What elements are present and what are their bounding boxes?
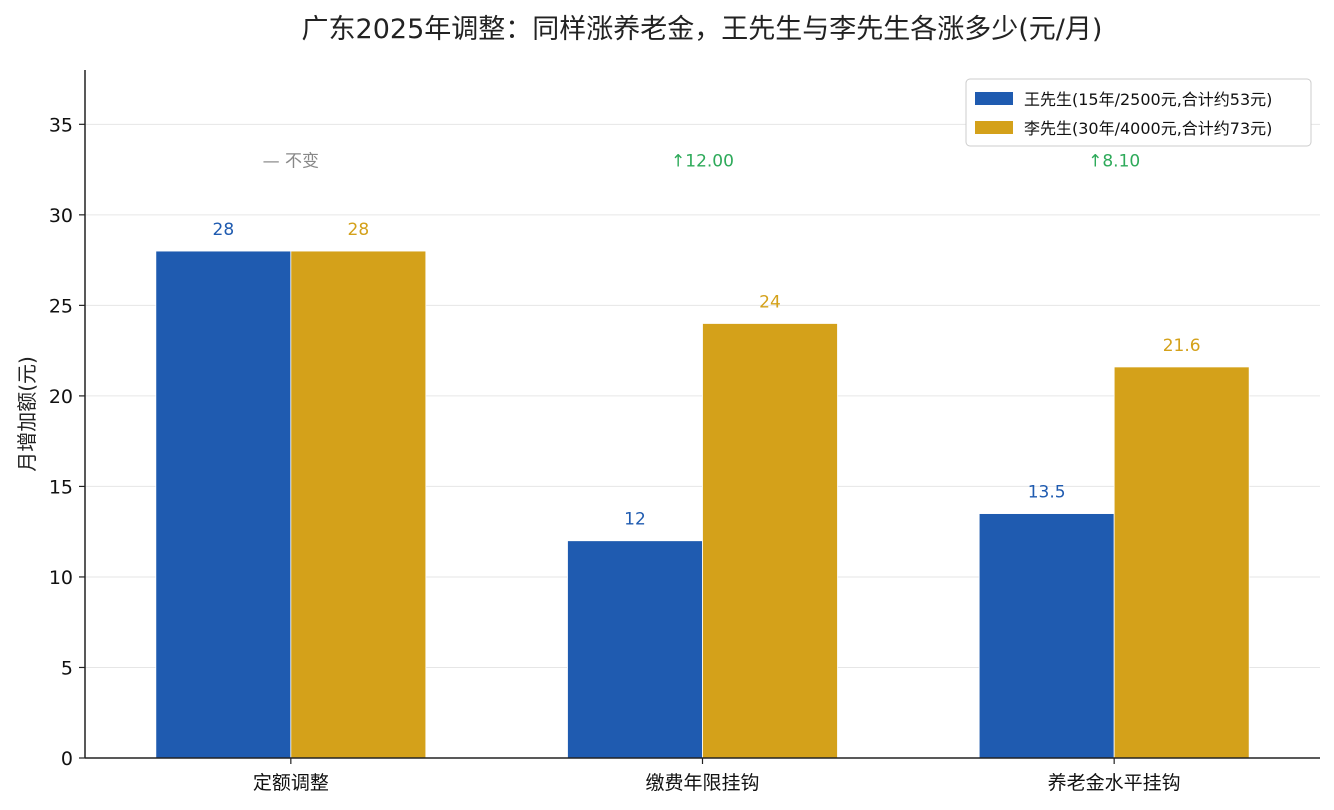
difference-annotation: ↑12.00 [671, 152, 734, 172]
chart-title: 广东2025年调整：同样涨养老金，王先生与李先生各涨多少(元/月) [302, 14, 1103, 45]
x-category-label: 定额调整 [253, 772, 329, 794]
annotations: — 不变 ↑12.00 ↑8.10 [263, 152, 1141, 172]
x-category-label: 缴费年限挂钩 [645, 772, 759, 794]
bar [702, 323, 838, 759]
legend-box [965, 78, 1312, 147]
bar-value-label: 28 [348, 220, 370, 240]
legend-label: 王先生(15年/2500元,合计约53元) [1024, 90, 1272, 109]
bar-value-label: 28 [213, 220, 235, 240]
y-tick-label: 25 [49, 295, 73, 317]
bar [155, 250, 292, 759]
y-tick-label: 30 [49, 205, 73, 227]
difference-annotation: — 不变 [263, 152, 319, 172]
bar [567, 540, 703, 759]
bar [978, 513, 1115, 759]
bar-value-label: 21.6 [1163, 336, 1201, 356]
data-labels: 28 28 12 24 13.5 21.6 [213, 220, 1201, 530]
bar-value-label: 24 [759, 292, 781, 312]
legend-swatch [975, 92, 1013, 105]
bar-value-label: 12 [624, 510, 646, 530]
y-tick-label: 0 [61, 748, 73, 770]
difference-annotation: ↑8.10 [1088, 152, 1140, 172]
bar [1113, 366, 1250, 759]
x-category-label: 养老金水平挂钩 [1048, 772, 1181, 794]
y-tick-label: 35 [49, 114, 73, 136]
y-axis-title: 月增加额(元) [15, 356, 39, 472]
bar [290, 250, 427, 759]
legend-label: 李先生(30年/4000元,合计约73元) [1024, 119, 1272, 138]
y-tick-label: 20 [49, 386, 73, 408]
bars [155, 250, 1250, 759]
y-tick-label: 10 [49, 567, 73, 589]
legend-swatch [975, 121, 1013, 134]
bar-value-label: 13.5 [1028, 483, 1066, 503]
y-tick-label: 5 [61, 657, 73, 679]
y-tick-label: 15 [49, 476, 73, 498]
legend: 王先生(15年/2500元,合计约53元) 李先生(30年/4000元,合计约73… [965, 78, 1312, 147]
tick-labels: 0 5 10 15 20 25 30 35 定额调整 缴费年限挂钩 养老金水平挂钩 [49, 114, 1181, 794]
